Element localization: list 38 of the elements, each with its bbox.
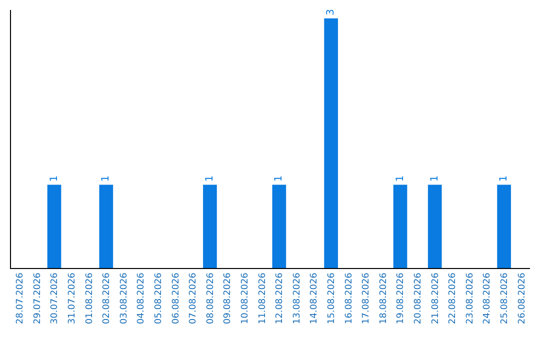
data-label: 1 (429, 175, 440, 182)
x-tick-label: 25.08.2026 (500, 272, 510, 324)
x-tick-label: 17.08.2026 (362, 272, 372, 324)
x-tick-label: 13.08.2026 (292, 272, 302, 324)
x-tick-label: 10.08.2026 (240, 272, 250, 324)
x-tick-label: 11.08.2026 (258, 272, 268, 324)
x-tick-label: 31.07.2026 (67, 272, 78, 324)
x-tick-label: 03.08.2026 (119, 272, 130, 324)
x-tick-label: 29.07.2026 (32, 272, 43, 324)
x-tick-label: 12.08.2026 (275, 272, 286, 324)
x-tick-label: 18.08.2026 (378, 272, 389, 324)
data-label: 1 (48, 175, 60, 182)
x-tick-label: 14.08.2026 (310, 272, 320, 324)
x-tick-label: 28.07.2026 (16, 272, 26, 324)
x-tick-label: 04.08.2026 (136, 272, 147, 324)
x-tick-label: 19.08.2026 (396, 272, 406, 324)
data-label: 1 (100, 175, 112, 182)
data-label: 1 (204, 175, 216, 182)
x-tick-label: 16.08.2026 (344, 272, 354, 324)
x-tick-label: 22.08.2026 (448, 272, 458, 324)
x-tick-label: 01.08.2026 (84, 272, 95, 324)
x-tick-label: 20.08.2026 (413, 272, 424, 324)
x-tick-label: 07.08.2026 (188, 272, 199, 324)
data-label: 3 (326, 8, 337, 16)
x-tick-label: 09.08.2026 (223, 272, 234, 324)
data-label: 1 (274, 175, 285, 182)
x-tick-label: 15.08.2026 (326, 272, 337, 324)
x-tick-label: 26.08.2026 (517, 272, 528, 324)
x-tick-label: 06.08.2026 (171, 272, 182, 324)
x-tick-label: 21.08.2026 (430, 272, 441, 324)
x-tick-label: 08.08.2026 (206, 272, 216, 324)
x-tick-label: 05.08.2026 (154, 272, 164, 324)
data-label: 1 (394, 175, 406, 182)
x-tick-label: 02.08.2026 (102, 272, 112, 324)
data-label: 1 (498, 175, 510, 182)
x-tick-label: 30.07.2026 (50, 272, 60, 324)
x-tick-label: 24.08.2026 (482, 272, 493, 324)
x-tick-label: 23.08.2026 (465, 272, 476, 324)
